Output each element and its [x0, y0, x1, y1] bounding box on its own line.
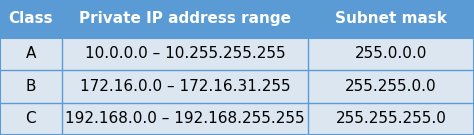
- FancyBboxPatch shape: [0, 70, 62, 103]
- FancyBboxPatch shape: [62, 0, 308, 38]
- FancyBboxPatch shape: [308, 0, 474, 38]
- Text: 10.0.0.0 – 10.255.255.255: 10.0.0.0 – 10.255.255.255: [84, 46, 285, 62]
- FancyBboxPatch shape: [62, 103, 308, 135]
- FancyBboxPatch shape: [308, 70, 474, 103]
- Text: Private IP address range: Private IP address range: [79, 11, 291, 26]
- Text: B: B: [26, 79, 36, 94]
- Text: A: A: [26, 46, 36, 62]
- Text: 192.168.0.0 – 192.168.255.255: 192.168.0.0 – 192.168.255.255: [65, 111, 305, 126]
- FancyBboxPatch shape: [0, 0, 62, 38]
- FancyBboxPatch shape: [308, 103, 474, 135]
- FancyBboxPatch shape: [62, 38, 308, 70]
- Text: 172.16.0.0 – 172.16.31.255: 172.16.0.0 – 172.16.31.255: [80, 79, 290, 94]
- FancyBboxPatch shape: [0, 38, 62, 70]
- FancyBboxPatch shape: [0, 103, 62, 135]
- FancyBboxPatch shape: [308, 38, 474, 70]
- FancyBboxPatch shape: [62, 70, 308, 103]
- Text: Class: Class: [9, 11, 53, 26]
- Text: 255.255.255.0: 255.255.255.0: [336, 111, 447, 126]
- Text: Subnet mask: Subnet mask: [335, 11, 447, 26]
- Text: 255.255.0.0: 255.255.0.0: [345, 79, 437, 94]
- Text: 255.0.0.0: 255.0.0.0: [355, 46, 427, 62]
- Text: C: C: [26, 111, 36, 126]
